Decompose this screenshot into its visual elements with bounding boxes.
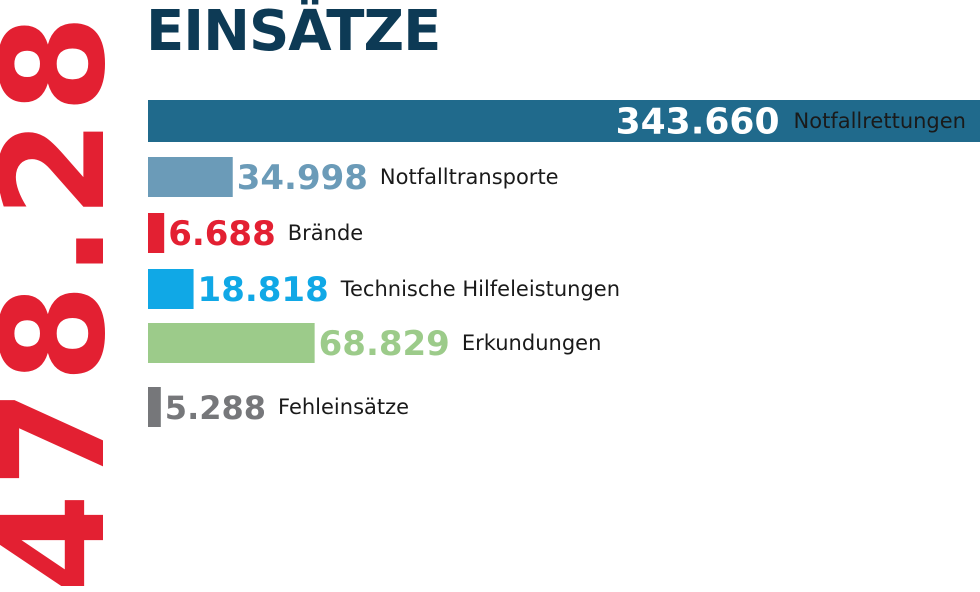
bar-value-label: 5.288 [165,389,266,427]
bar-group-6: 5.288 Fehleinsätze [148,387,409,427]
bar-chart: 343.660 Notfallrettungen 34.998 Notfalltran… [148,100,980,427]
bar-6 [148,387,161,427]
bar-group-2: 34.998 Notfalltransporte [148,157,559,198]
bar-category-label: Notfalltransporte [380,165,559,189]
bar-category-label: Erkundungen [462,331,602,355]
bar-5 [148,323,315,363]
bar-value-label: 34.998 [237,158,368,198]
bar-2 [148,157,233,197]
bar-category-label: Fehleinsätze [278,395,409,419]
bar-group-4: 18.818 Technische Hilfeleistungen [148,269,620,310]
bar-value-label: 6.688 [168,214,276,254]
bar-category-label: Technische Hilfeleistungen [340,277,620,301]
bar-3 [148,213,165,253]
bar-group-1: 343.660 Notfallrettungen [148,100,980,143]
bar-1 [148,100,980,142]
bar-value-label: 18.818 [198,270,329,310]
bar-value-label: 68.829 [319,324,450,364]
chart-title: EINSÄTZE [146,0,441,64]
bar-value-label: 343.660 [616,102,780,143]
bar-group-3: 6.688 Brände [148,213,363,254]
bar-group-5: 68.829 Erkundungen [148,323,601,364]
bar-4 [148,269,194,309]
bar-category-label: Brände [288,221,363,245]
bar-category-label: Notfallrettungen [794,109,966,133]
